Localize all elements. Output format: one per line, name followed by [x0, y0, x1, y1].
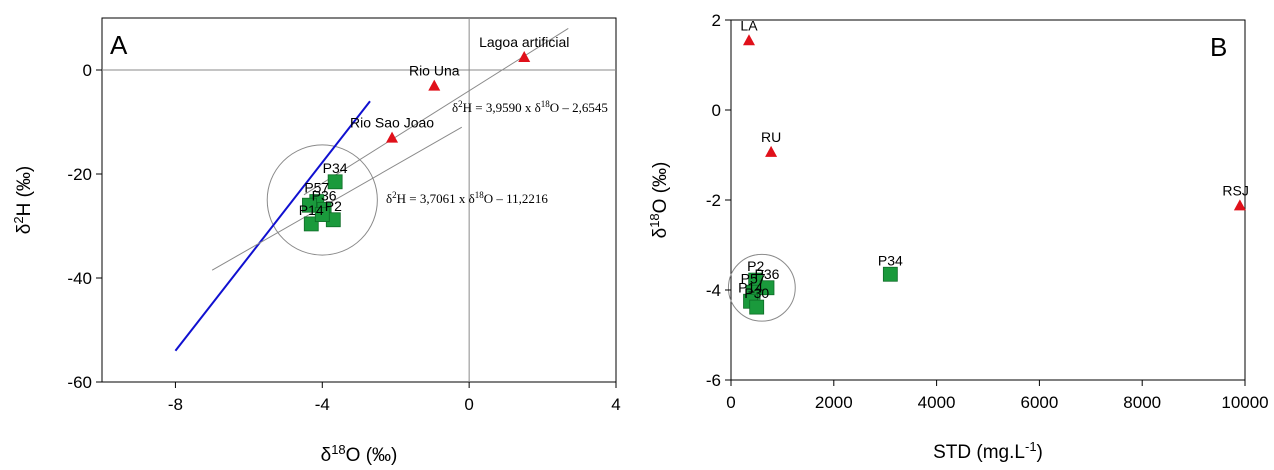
panel-b-letter: B: [1210, 32, 1227, 62]
groundwater-label: P34: [323, 160, 348, 176]
panel-a-marks: Lagoa artificial Rio Una Rio Sao Joao P34 P5…: [299, 34, 569, 232]
panel-b-y-tick-label: -2: [706, 191, 721, 210]
panel-a-equation-1: δ2H = 3,9590 x δ18O – 2,6545: [452, 99, 608, 115]
panel-a-x-axis-title: δ18O (‰): [321, 442, 398, 466]
groundwater-point: [749, 299, 765, 315]
groundwater-label: P14: [299, 202, 324, 218]
surface-water-label: RU: [761, 129, 781, 145]
groundwater-label: P2: [747, 258, 764, 274]
panel-a-x-tick-label: -8: [168, 395, 183, 414]
panel-a-y-tick-label: -20: [67, 165, 92, 184]
panel-b-y-tick-label: 2: [712, 11, 721, 30]
groundwater-point: [882, 266, 898, 282]
panel-a-y-tick-label: -60: [67, 373, 92, 392]
groundwater-point: [303, 216, 319, 232]
panel-a-guide-line-2: [211, 126, 463, 271]
groundwater-label: P57: [741, 270, 766, 286]
panel-b-x-tick-label: 10000: [1221, 393, 1268, 412]
panel-b-y-tick-label: -4: [706, 281, 721, 300]
panel-a-letter: A: [110, 30, 128, 60]
panel-b-x-tick-label: 6000: [1020, 393, 1058, 412]
surface-water-label: RSJ: [1222, 182, 1248, 198]
groundwater-label: P36: [755, 266, 780, 282]
surface-water-label: Lagoa artificial: [479, 34, 569, 50]
panel-a-frame: [101, 17, 617, 383]
surface-water-point: [742, 34, 755, 46]
panel-a-equation-2: δ2H = 3,7061 x δ18O – 11,2216: [386, 190, 548, 206]
surface-water-point: [1233, 199, 1246, 211]
panel-a-y-tick-label: -40: [67, 269, 92, 288]
panel-b-frame: [730, 19, 1246, 381]
groundwater-label: P36: [312, 187, 337, 203]
panel-a-x-tick-label: -4: [315, 395, 330, 414]
panel-a-x-tick-label: 4: [611, 395, 620, 414]
groundwater-label: P34: [878, 252, 903, 268]
panel-b-x-tick-label: 8000: [1123, 393, 1161, 412]
surface-water-label: LA: [740, 17, 758, 33]
panel-b-ticks: 0 2000 4000 6000 8000 10000 2 0 -2 -4 -6: [706, 11, 1269, 412]
groundwater-label: P14: [738, 279, 763, 295]
surface-water-point: [428, 79, 441, 91]
panel-a-regression-line: [174, 100, 371, 352]
panel-a-y-axis-title: δ2H (‰): [11, 166, 35, 234]
panel-b-x-tick-label: 2000: [815, 393, 853, 412]
panel-b-x-axis-title: STD (mg.L-1): [933, 439, 1043, 463]
panel-b-x-tick-label: 0: [726, 393, 735, 412]
surface-water-point: [765, 145, 778, 157]
groundwater-label: P30: [744, 285, 769, 301]
surface-water-point: [386, 131, 399, 143]
surface-water-label: Rio Sao Joao: [350, 115, 434, 131]
panel-b-guides: [727, 253, 796, 322]
groundwater-point: [302, 197, 317, 213]
panel-b-x-tick-label: 4000: [918, 393, 956, 412]
panel-b-group-circle: [727, 253, 796, 322]
panel-a-y-tick-label: 0: [83, 61, 92, 80]
surface-water-point: [518, 51, 531, 62]
panel-b-y-tick-label: 0: [712, 101, 721, 120]
panel-a-x-tick-label: 0: [464, 395, 473, 414]
groundwater-point: [327, 174, 343, 190]
panel-b-y-tick-label: -6: [706, 371, 721, 390]
panel-a-ticks: -8 -4 0 40-20-40-60: [67, 61, 620, 414]
panel-b-y-axis-title: δ18O (‰): [647, 162, 671, 239]
groundwater-label: P57: [304, 180, 329, 196]
groundwater-point: [314, 207, 330, 222]
panel-b-chart: B 0 2000 4000 6000 8000 10000 2 0 -2 -4 -6 LA RU RSJ…: [647, 11, 1269, 463]
panel-a-group-circle: [266, 144, 378, 256]
surface-water-label: Rio Una: [409, 63, 460, 79]
groundwater-label: P2: [325, 198, 342, 214]
